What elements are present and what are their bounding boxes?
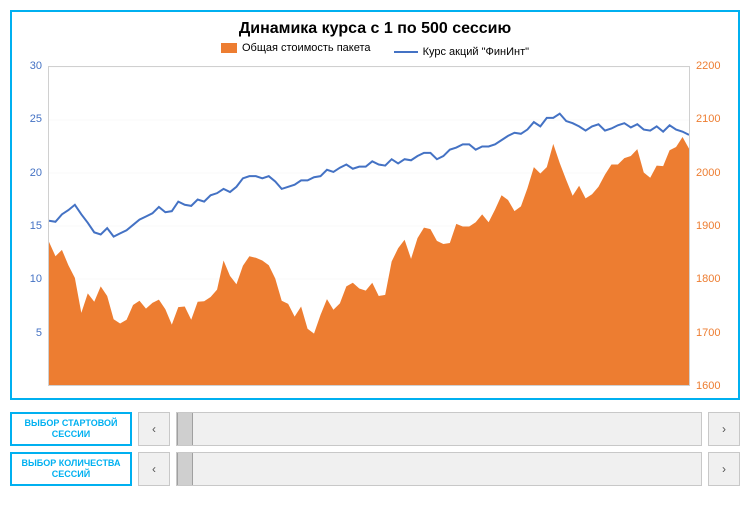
- chart-title: Динамика курса с 1 по 500 сессию: [24, 20, 726, 38]
- legend-swatch-line: [394, 51, 418, 53]
- chart-svg: [49, 67, 689, 385]
- legend-item-line: Курс акций "ФинИнт": [394, 46, 529, 58]
- slider-prev-button[interactable]: ‹: [138, 452, 170, 486]
- control-row-count: ВЫБОР КОЛИЧЕСТВА СЕССИЙ ‹ ›: [10, 452, 740, 486]
- slider-thumb-start[interactable]: [177, 413, 193, 445]
- plot-area-wrap: 51015202530 1600170018001900200021002200: [24, 66, 726, 386]
- control-label-count: ВЫБОР КОЛИЧЕСТВА СЕССИЙ: [10, 452, 132, 486]
- controls-panel: ВЫБОР СТАРТОВОЙ СЕССИИ ‹ › ВЫБОР КОЛИЧЕС…: [10, 412, 740, 486]
- slider-thumb-count[interactable]: [177, 453, 193, 485]
- legend-item-area: Общая стоимость пакета: [221, 42, 371, 54]
- y-axis-left: 51015202530: [18, 66, 42, 386]
- legend-label-area: Общая стоимость пакета: [242, 42, 371, 54]
- slider-track-start[interactable]: [176, 412, 702, 446]
- control-label-start: ВЫБОР СТАРТОВОЙ СЕССИИ: [10, 412, 132, 446]
- slider-prev-button[interactable]: ‹: [138, 412, 170, 446]
- slider-next-button[interactable]: ›: [708, 412, 740, 446]
- slider-next-button[interactable]: ›: [708, 452, 740, 486]
- slider-track-count[interactable]: [176, 452, 702, 486]
- chart-legend: Общая стоимость пакета Курс акций "ФинИн…: [24, 42, 726, 58]
- legend-swatch-area: [221, 43, 237, 53]
- legend-label-line: Курс акций "ФинИнт": [423, 46, 529, 58]
- control-row-start: ВЫБОР СТАРТОВОЙ СЕССИИ ‹ ›: [10, 412, 740, 446]
- y-axis-right: 1600170018001900200021002200: [696, 66, 732, 386]
- chart-panel: Динамика курса с 1 по 500 сессию Общая с…: [10, 10, 740, 400]
- plot-area: [48, 66, 690, 386]
